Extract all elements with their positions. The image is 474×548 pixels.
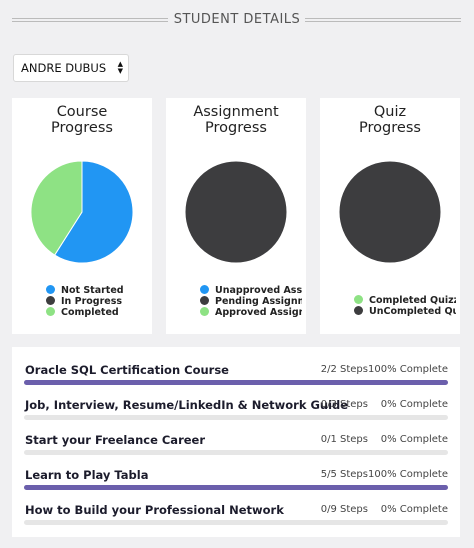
student-select-value: ANDRE DUBUS bbox=[21, 61, 107, 75]
progress-bar bbox=[24, 415, 448, 420]
course-complete: 0% Complete bbox=[380, 434, 448, 445]
legend-swatch bbox=[200, 296, 209, 305]
course-name[interactable]: Start your Freelance Career bbox=[25, 433, 206, 447]
course-complete: 0% Complete bbox=[380, 504, 448, 515]
course-progress-pie bbox=[30, 160, 134, 264]
legend-label: UnCompleted Quizzes bbox=[369, 306, 456, 317]
legend-swatch bbox=[200, 307, 209, 316]
legend-label: Pending Assignments bbox=[215, 296, 302, 307]
legend-label: In Progress bbox=[61, 296, 123, 307]
pie-slice bbox=[53, 160, 134, 264]
student-select[interactable]: ANDRE DUBUS ▲ ▼ bbox=[13, 54, 129, 82]
list-item[interactable]: Start your Freelance Career 0/1 Steps 0%… bbox=[24, 433, 448, 459]
course-name[interactable]: Job, Interview, Resume/LinkedIn & Networ… bbox=[25, 398, 349, 412]
legend-item[interactable]: Pending Assignments bbox=[200, 296, 302, 307]
course-name[interactable]: Oracle SQL Certification Course bbox=[25, 363, 229, 377]
course-name[interactable]: How to Build your Professional Network bbox=[25, 503, 284, 517]
course-steps: 0/1 Steps bbox=[320, 434, 368, 445]
legend-item[interactable]: Unapproved Assignments bbox=[200, 285, 302, 296]
legend-swatch bbox=[46, 296, 55, 305]
course-progress-legend: Not Started In Progress Completed bbox=[46, 285, 148, 318]
quiz-progress-pie bbox=[338, 160, 442, 264]
legend-label: Completed Quizzes bbox=[369, 295, 456, 306]
updown-arrows-icon: ▲ ▼ bbox=[117, 60, 123, 75]
course-list: Oracle SQL Certification Course 2/2 Step… bbox=[12, 347, 460, 537]
pie-slice bbox=[30, 160, 83, 256]
course-steps: 0/3 Steps bbox=[320, 399, 368, 410]
progress-fill bbox=[24, 380, 448, 385]
progress-bar bbox=[24, 485, 448, 490]
progress-bar bbox=[24, 520, 448, 525]
legend-item[interactable]: Completed Quizzes bbox=[354, 295, 456, 306]
legend-label: Completed bbox=[61, 307, 119, 318]
list-item[interactable]: Learn to Play Tabla 5/5 Steps 100% Compl… bbox=[24, 468, 448, 494]
legend-item[interactable]: Completed bbox=[46, 307, 148, 318]
legend-label: Approved Assignments bbox=[215, 307, 302, 318]
legend-swatch bbox=[46, 285, 55, 294]
legend-label: Not Started bbox=[61, 285, 124, 296]
legend-swatch bbox=[354, 295, 363, 304]
page-title: STUDENT DETAILS bbox=[173, 12, 301, 27]
legend-swatch bbox=[354, 306, 363, 315]
legend-swatch bbox=[46, 307, 55, 316]
course-steps: 2/2 Steps bbox=[320, 364, 368, 375]
course-steps: 5/5 Steps bbox=[320, 469, 368, 480]
course-complete: 100% Complete bbox=[368, 469, 448, 480]
legend-item[interactable]: Not Started bbox=[46, 285, 148, 296]
list-item[interactable]: Oracle SQL Certification Course 2/2 Step… bbox=[24, 363, 448, 389]
course-complete: 0% Complete bbox=[380, 399, 448, 410]
chart-title: Course Progress bbox=[51, 104, 113, 136]
list-item[interactable]: Job, Interview, Resume/LinkedIn & Networ… bbox=[24, 398, 448, 424]
pie-slice bbox=[338, 160, 442, 264]
assignment-progress-legend: Unapproved AssignmentsPending Assignment… bbox=[200, 285, 302, 318]
header-rule-right bbox=[305, 18, 461, 22]
pie-slice bbox=[184, 160, 288, 264]
chart-title: Assignment Progress bbox=[193, 104, 279, 136]
legend-item[interactable]: In Progress bbox=[46, 296, 148, 307]
header-rule-left bbox=[12, 18, 168, 22]
legend-item[interactable]: UnCompleted Quizzes bbox=[354, 306, 456, 317]
course-complete: 100% Complete bbox=[368, 364, 448, 375]
legend-swatch bbox=[200, 285, 209, 294]
legend-label: Unapproved Assignments bbox=[215, 285, 302, 296]
section-header: STUDENT DETAILS bbox=[0, 10, 474, 30]
legend-item[interactable]: Approved Assignments bbox=[200, 307, 302, 318]
course-steps: 0/9 Steps bbox=[320, 504, 368, 515]
course-progress-card: Course Progress Not Started In Progress Com… bbox=[12, 98, 152, 334]
list-item[interactable]: How to Build your Professional Network 0… bbox=[24, 503, 448, 529]
chart-title: Quiz Progress bbox=[359, 104, 421, 136]
progress-bar bbox=[24, 380, 448, 385]
quiz-progress-legend: Completed QuizzesUnCompleted Quizzes bbox=[354, 295, 456, 317]
assignment-progress-pie bbox=[184, 160, 288, 264]
progress-fill bbox=[24, 485, 448, 490]
course-name[interactable]: Learn to Play Tabla bbox=[25, 468, 149, 482]
progress-bar bbox=[24, 450, 448, 455]
